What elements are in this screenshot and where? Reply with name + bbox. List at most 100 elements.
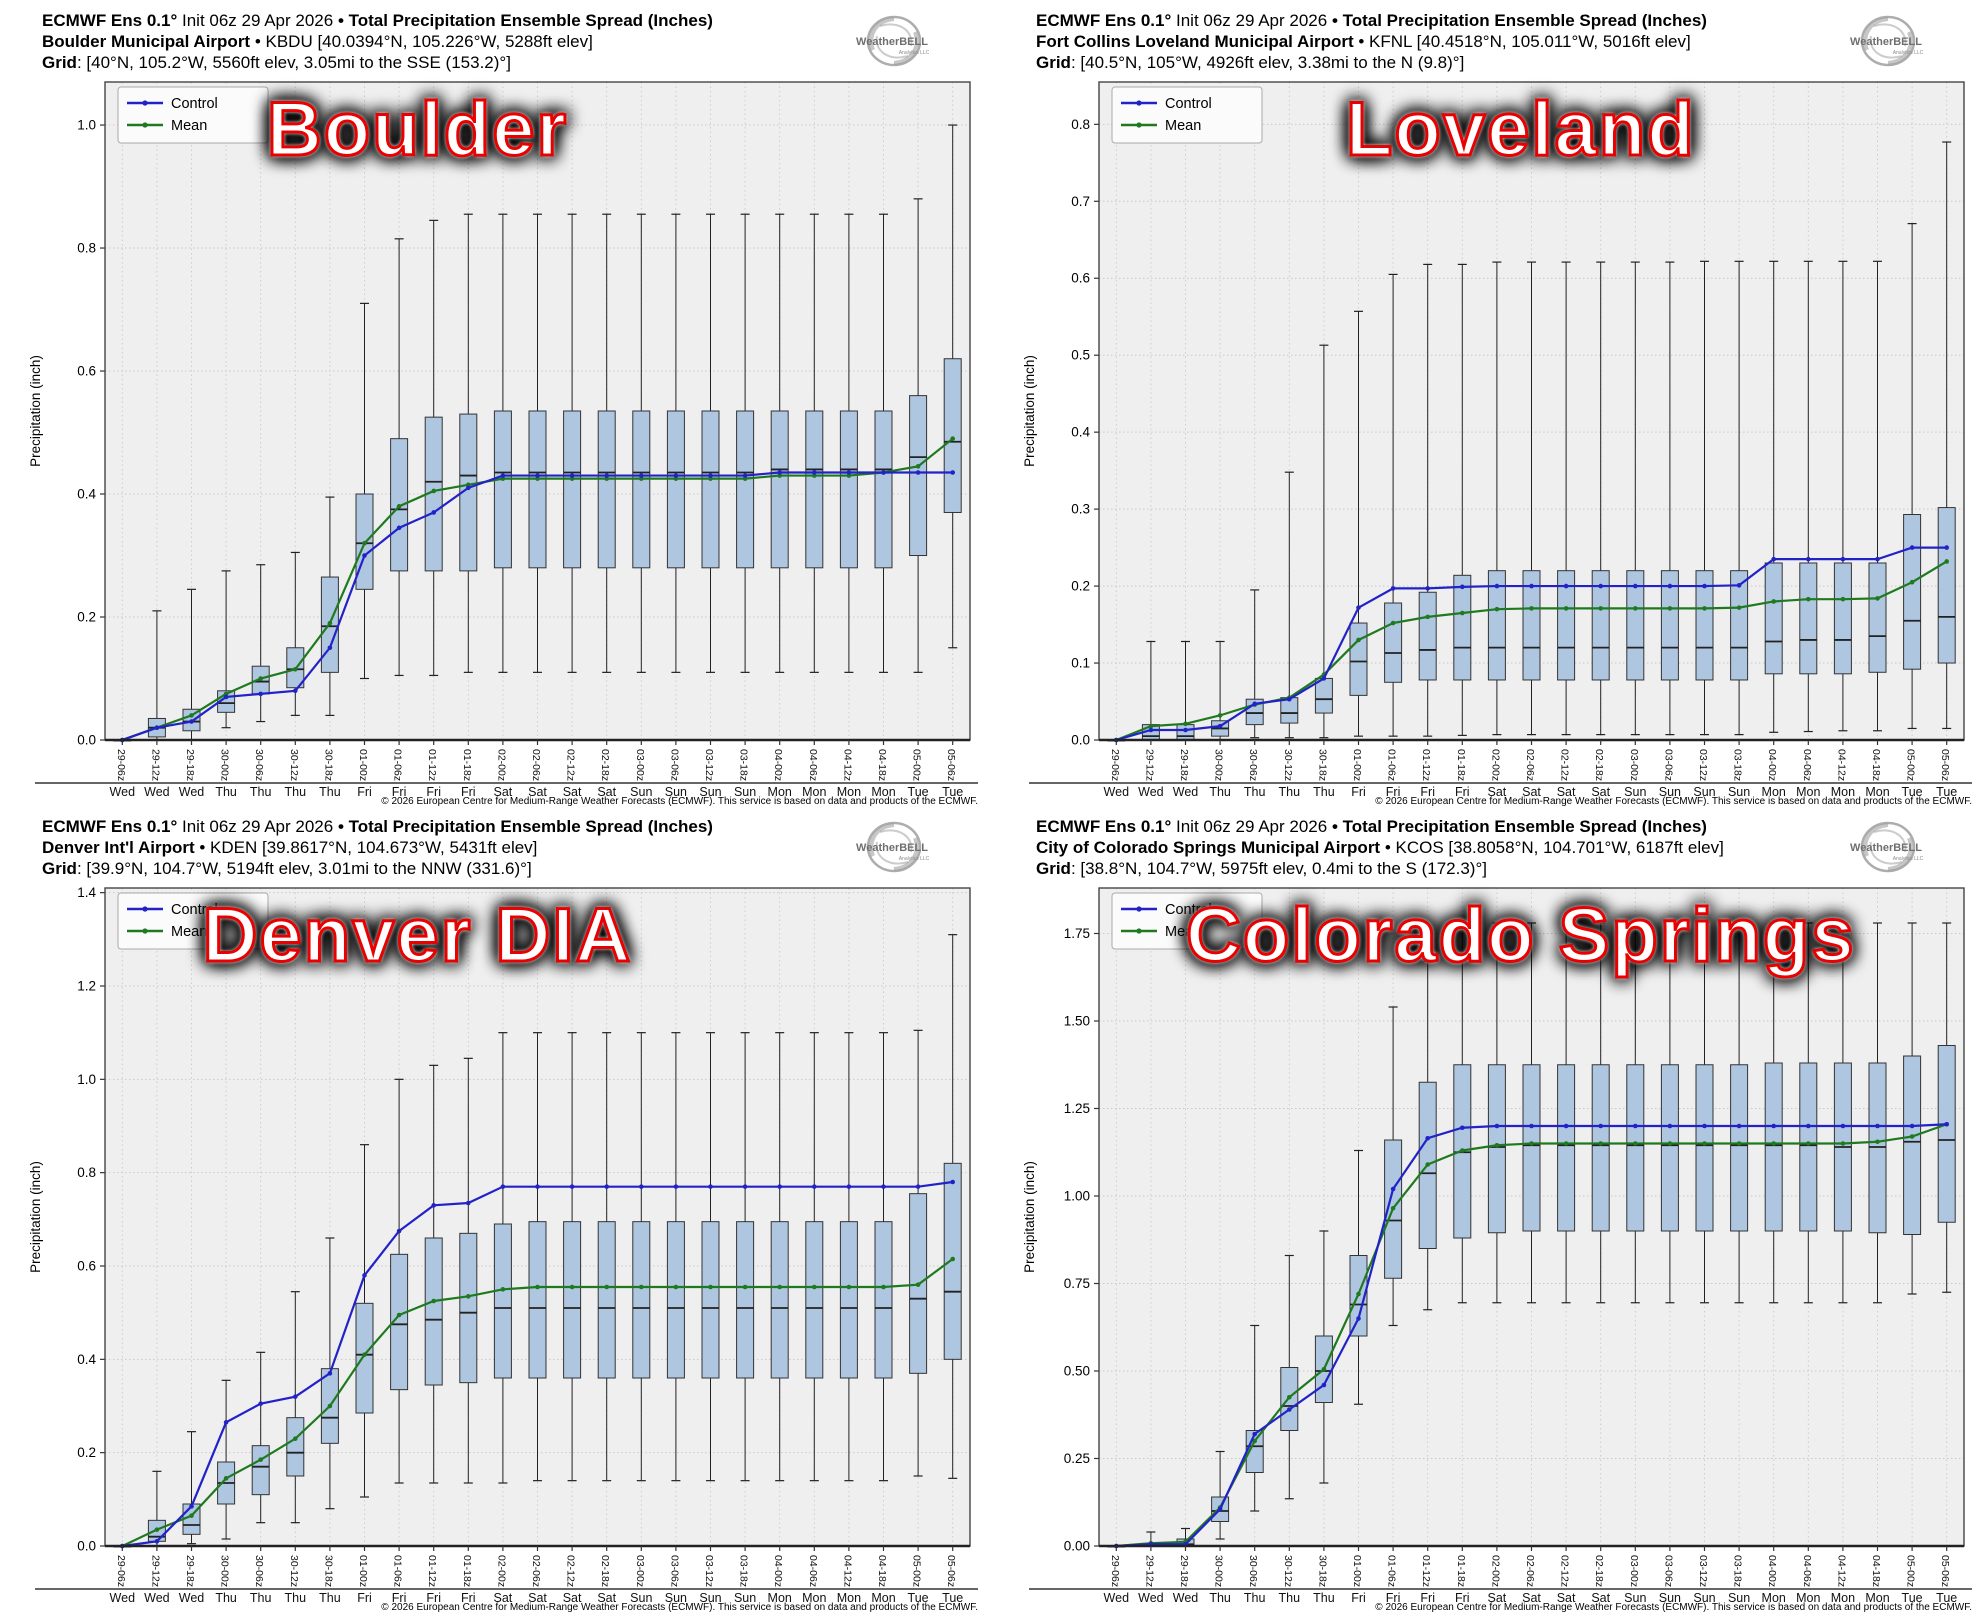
product-title: • Total Precipitation Ensemble Spread (I… <box>337 817 713 836</box>
box-whisker-series <box>113 124 962 742</box>
control-line <box>120 1179 955 1549</box>
svg-text:01-18z: 01-18z <box>1455 1555 1467 1587</box>
svg-text:29-18z: 29-18z <box>1178 1555 1190 1587</box>
svg-text:01-00z: 01-00z <box>1351 749 1363 781</box>
svg-text:02-06z: 02-06z <box>530 1555 542 1587</box>
grid-label: Grid <box>1036 53 1071 72</box>
svg-text:02-12z: 02-12z <box>1559 749 1571 781</box>
svg-text:Mon: Mon <box>1831 1591 1855 1605</box>
svg-text:Sat: Sat <box>563 1591 582 1605</box>
svg-text:Fri: Fri <box>1455 785 1470 799</box>
init-time: Init 06z 29 Apr 2026 <box>177 11 338 30</box>
svg-text:04-12z: 04-12z <box>1835 1555 1847 1587</box>
legend-control: Control <box>127 96 218 112</box>
x-axis: 29-06z Wed 29-12z Wed 29-18z Wed 30-00z Thu 30-0… <box>35 1546 978 1605</box>
svg-text:29-06z: 29-06z <box>115 1555 127 1587</box>
svg-text:01-12z: 01-12z <box>426 749 438 781</box>
svg-text:02-12z: 02-12z <box>1559 1555 1571 1587</box>
svg-text:Mon: Mon <box>1796 785 1820 799</box>
svg-text:Tue: Tue <box>1902 785 1923 799</box>
svg-text:0.5: 0.5 <box>1071 348 1090 363</box>
svg-text:29-18z: 29-18z <box>184 1555 196 1587</box>
header-line-1: ECMWF Ens 0.1° Init 06z 29 Apr 2026 • To… <box>42 816 713 837</box>
svg-text:Wed: Wed <box>1138 1591 1164 1605</box>
svg-text:04-00z: 04-00z <box>1766 1555 1778 1587</box>
svg-text:30-18z: 30-18z <box>1316 1555 1328 1587</box>
svg-text:Wed: Wed <box>110 1591 136 1605</box>
init-time: Init 06z 29 Apr 2026 <box>177 817 338 836</box>
station-name: Denver Int'l Airport <box>42 838 195 857</box>
svg-text:Tue: Tue <box>1936 1591 1957 1605</box>
x-axis: 29-06z Wed 29-12z Wed 29-18z Wed 30-00z Thu 30-0… <box>35 740 978 799</box>
svg-text:1.75: 1.75 <box>1064 926 1090 941</box>
grid-coords: : [40.5°N, 105°W, 4926ft elev, 3.38mi to… <box>1070 53 1465 72</box>
legend-control: Control <box>127 902 218 918</box>
svg-text:Mon: Mon <box>871 785 895 799</box>
weatherbell-swirl-icon <box>1860 15 1916 67</box>
model-name: ECMWF Ens 0.1° <box>42 11 178 30</box>
svg-text:02-18z: 02-18z <box>599 1555 611 1587</box>
svg-text:01-06z: 01-06z <box>1386 1555 1398 1587</box>
svg-text:Fri: Fri <box>1351 785 1366 799</box>
legend: Control Mean <box>1111 892 1263 950</box>
svg-text:Tue: Tue <box>1902 1591 1923 1605</box>
svg-text:01-12z: 01-12z <box>426 1555 438 1587</box>
svg-text:30-00z: 30-00z <box>1213 1555 1225 1587</box>
svg-text:0.4: 0.4 <box>77 1352 96 1367</box>
svg-text:01-18z: 01-18z <box>461 1555 473 1587</box>
svg-text:Thu: Thu <box>250 1591 272 1605</box>
weatherbell-swirl-icon <box>866 821 922 873</box>
svg-text:1.50: 1.50 <box>1064 1014 1090 1029</box>
svg-text:Fri: Fri <box>426 1591 441 1605</box>
svg-text:Sun: Sun <box>734 1591 756 1605</box>
legend-control: Control <box>1121 96 1212 112</box>
svg-text:Mon: Mon <box>837 1591 861 1605</box>
legend: Control Mean <box>1111 86 1263 144</box>
svg-text:Thu: Thu <box>1244 1591 1266 1605</box>
svg-text:Wed: Wed <box>144 785 170 799</box>
svg-text:04-18z: 04-18z <box>1870 749 1882 781</box>
svg-text:04-00z: 04-00z <box>772 1555 784 1587</box>
header-line-3: Grid: [38.8°N, 104.7°W, 5975ft elev, 0.4… <box>1036 858 1724 879</box>
svg-text:Mon: Mon <box>1865 785 1889 799</box>
grid-coords: : [40°N, 105.2°W, 5560ft elev, 3.05mi to… <box>76 53 511 72</box>
svg-text:03-18z: 03-18z <box>1732 1555 1744 1587</box>
logo-subtext: Analytics LLC <box>899 856 930 862</box>
svg-text:Wed: Wed <box>110 785 136 799</box>
svg-text:0.8: 0.8 <box>77 1165 96 1180</box>
svg-text:Wed: Wed <box>1138 785 1164 799</box>
svg-text:01-06z: 01-06z <box>392 1555 404 1587</box>
svg-text:Sun: Sun <box>665 785 687 799</box>
svg-text:05-00z: 05-00z <box>1905 749 1917 781</box>
svg-text:0.0: 0.0 <box>1071 733 1090 748</box>
svg-text:01-12z: 01-12z <box>1420 749 1432 781</box>
panel-header: ECMWF Ens 0.1° Init 06z 29 Apr 2026 • To… <box>42 816 713 879</box>
y-axis-label: Precipitation (inch) <box>28 355 43 467</box>
copyright-text: © 2026 European Centre for Medium-Range … <box>381 796 978 806</box>
svg-text:0.6: 0.6 <box>77 364 96 379</box>
station-coords: • KBDU [40.0394°N, 105.226°W, 5288ft ele… <box>250 32 593 51</box>
model-name: ECMWF Ens 0.1° <box>42 817 178 836</box>
svg-text:Thu: Thu <box>1244 785 1266 799</box>
header-line-3: Grid: [40°N, 105.2°W, 5560ft elev, 3.05m… <box>42 52 713 73</box>
svg-text:30-06z: 30-06z <box>1247 1555 1259 1587</box>
control-line <box>1114 545 1949 743</box>
svg-text:02-06z: 02-06z <box>1524 1555 1536 1587</box>
legend-mean: Mean <box>127 924 207 940</box>
svg-text:02-12z: 02-12z <box>565 1555 577 1587</box>
svg-text:Mon: Mon <box>802 1591 826 1605</box>
svg-text:01-06z: 01-06z <box>1386 749 1398 781</box>
ensemble-spread-chart: 0.00 0.25 0.50 0.75 1.00 1.25 1.50 1.75 Precipit… <box>1022 887 1972 1612</box>
svg-text:29-12z: 29-12z <box>1143 749 1155 781</box>
svg-text:02-18z: 02-18z <box>1593 1555 1605 1587</box>
svg-text:04-18z: 04-18z <box>1870 1555 1882 1587</box>
svg-text:Mon: Mon <box>871 1591 895 1605</box>
svg-text:Mon: Mon <box>802 785 826 799</box>
svg-text:Fri: Fri <box>426 785 441 799</box>
box-whisker-series <box>113 934 962 1548</box>
svg-text:Sat: Sat <box>528 1591 547 1605</box>
logo-subtext: Analytics LLC <box>899 50 930 56</box>
station-name: Fort Collins Loveland Municipal Airport <box>1036 32 1354 51</box>
control-line <box>120 470 955 743</box>
grid-label: Grid <box>42 859 77 878</box>
